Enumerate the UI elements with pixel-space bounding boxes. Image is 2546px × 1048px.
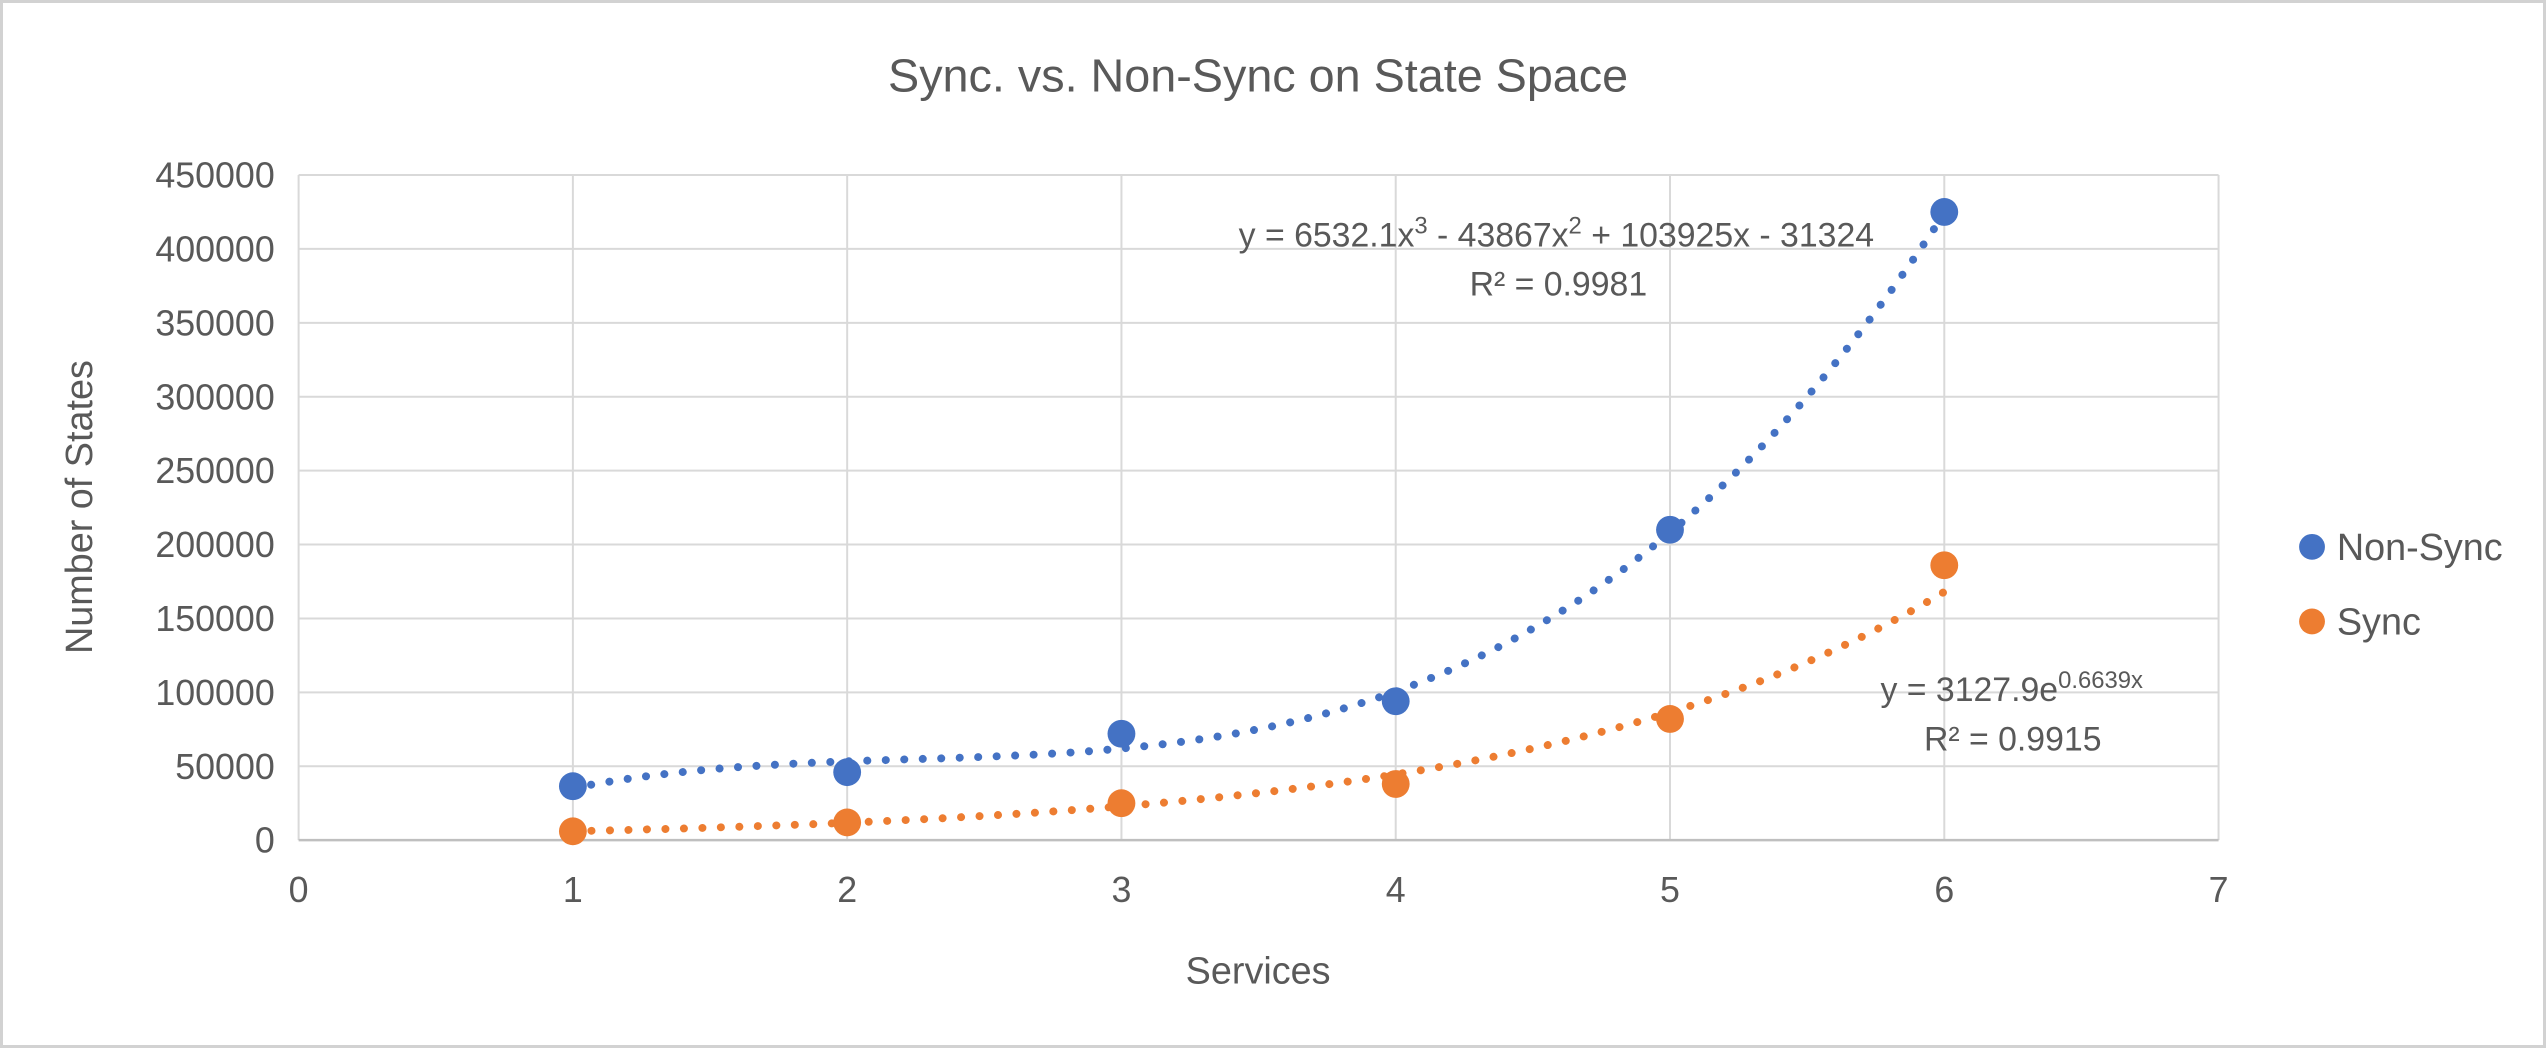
y-tick-label: 400000 [155, 229, 274, 269]
data-point-sync [1930, 551, 1959, 580]
y-tick-label: 450000 [155, 156, 274, 196]
legend-label-non-sync: Non-Sync [2337, 527, 2503, 569]
y-axis-title: Number of States [59, 360, 101, 654]
data-point-sync [558, 817, 587, 846]
data-point-non-sync [1656, 515, 1684, 544]
trendline-equation-sync: y = 3127.9e0.6639x [1880, 667, 2143, 709]
equation-segment: - 43867x [1428, 217, 1569, 255]
equation-segment: + 103925x - 31324 [1582, 217, 1874, 255]
x-tick-label: 1 [563, 870, 583, 910]
x-tick-label: 4 [1386, 870, 1406, 910]
y-tick-label: 100000 [155, 673, 274, 713]
data-point-non-sync [558, 772, 587, 801]
data-point-sync [833, 808, 862, 837]
tick-labels: 0500001000001500002000002500003000003500… [155, 156, 2228, 910]
data-point-non-sync [1381, 687, 1410, 716]
equation-superscript: 3 [1414, 213, 1427, 240]
equation-segment: y = 6532.1x [1239, 217, 1415, 255]
gridlines [297, 174, 2220, 841]
legend-label-sync: Sync [2337, 601, 2421, 643]
trendline-sync [568, 587, 1949, 836]
x-axis-title: Services [1186, 950, 1331, 992]
y-tick-label: 300000 [155, 377, 274, 417]
legend: Non-Sync Sync [2299, 527, 2503, 643]
trendline-equations: y = 6532.1x3 - 43867x2 + 103925x - 31324… [1239, 213, 2143, 759]
data-point-non-sync [1930, 198, 1959, 226]
y-tick-label: 0 [255, 821, 275, 861]
data-point-sync [1656, 705, 1684, 733]
data-points [558, 198, 1959, 846]
legend-item-non-sync: Non-Sync [2299, 527, 2503, 569]
chart-title: Sync. vs. Non-Sync on State Space [888, 49, 1628, 101]
x-tick-label: 7 [2209, 870, 2229, 910]
trendlines [568, 209, 1949, 836]
data-point-sync [1381, 770, 1410, 798]
r-squared-label-sync: R² = 0.9915 [1924, 721, 2102, 759]
y-tick-label: 200000 [155, 525, 274, 565]
scatter-chart: 0500001000001500002000002500003000003500… [59, 49, 2503, 992]
x-tick-label: 5 [1660, 870, 1680, 910]
legend-marker-sync-icon [2299, 608, 2325, 635]
data-point-non-sync [833, 758, 862, 787]
data-point-sync [1107, 789, 1136, 818]
trendline-equation-non-sync: y = 6532.1x3 - 43867x2 + 103925x - 31324 [1239, 213, 1874, 255]
r-squared-label-non-sync: R² = 0.9981 [1470, 265, 1648, 303]
y-tick-label: 50000 [175, 747, 274, 787]
y-tick-label: 350000 [155, 303, 274, 343]
x-tick-label: 2 [837, 870, 857, 910]
legend-item-sync: Sync [2299, 601, 2421, 643]
equation-superscript: 0.6639x [2058, 667, 2143, 694]
y-tick-label: 150000 [155, 599, 274, 639]
trendline-non-sync [568, 209, 1949, 793]
equation-superscript: 2 [1569, 213, 1582, 240]
x-tick-label: 6 [1934, 870, 1954, 910]
equation-segment: y = 3127.9e [1880, 671, 2058, 709]
y-tick-label: 250000 [155, 451, 274, 491]
legend-marker-non-sync-icon [2299, 533, 2325, 560]
x-tick-label: 3 [1111, 870, 1131, 910]
x-tick-label: 0 [289, 870, 309, 910]
data-point-non-sync [1107, 719, 1136, 748]
